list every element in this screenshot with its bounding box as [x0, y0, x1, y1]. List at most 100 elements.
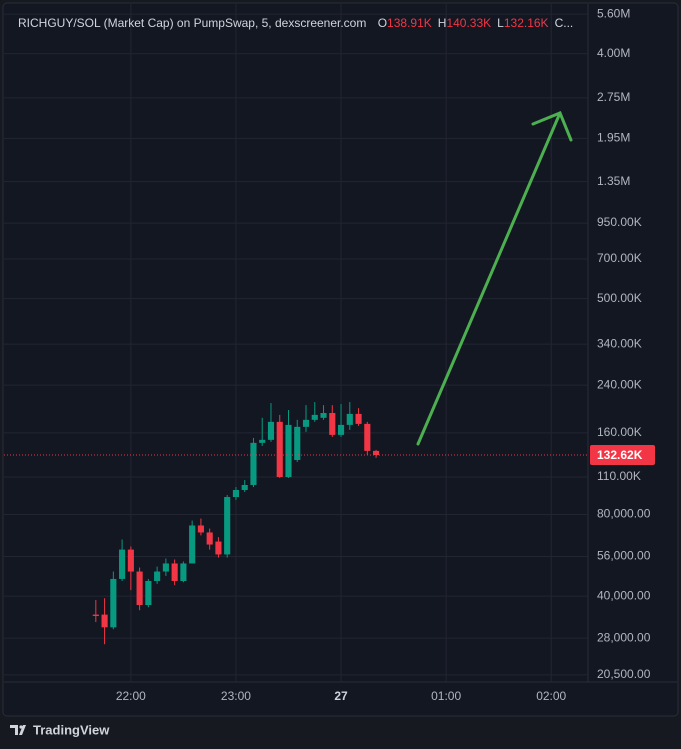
y-tick-label: 1.35M: [597, 174, 630, 188]
y-tick-label: 700.00K: [597, 251, 642, 265]
candle: [101, 598, 108, 645]
candle-body: [311, 414, 318, 420]
legend-key: C...: [555, 16, 574, 30]
candle-body: [136, 571, 143, 606]
chart-header: RICHGUY/SOL (Market Cap) on PumpSwap, 5,…: [18, 16, 573, 30]
candle: [337, 404, 345, 437]
candle-body: [206, 532, 213, 545]
candle: [302, 405, 310, 432]
candle-body: [224, 497, 231, 555]
candle-body: [329, 413, 336, 435]
y-tick-label: 2.75M: [597, 90, 630, 104]
candle-body: [320, 413, 327, 418]
y-tick-label: 1.95M: [597, 131, 630, 145]
arrow-drawing: [416, 111, 573, 446]
candle-body: [302, 419, 310, 427]
candle: [267, 403, 275, 442]
y-tick-label: 500.00K: [597, 291, 642, 305]
candle-body: [267, 421, 275, 440]
candle: [154, 566, 161, 584]
candle-body: [364, 423, 371, 451]
candle: [259, 417, 266, 446]
candle: [232, 487, 240, 500]
candle: [364, 421, 371, 455]
candle: [373, 449, 380, 458]
legend-value: 132.16K: [504, 16, 549, 30]
candle-body: [145, 580, 152, 606]
candle: [119, 539, 126, 581]
candle: [320, 405, 327, 420]
legend-key: O: [378, 16, 387, 30]
x-tick-label: 23:00: [221, 689, 251, 703]
y-tick-label: 160.00K: [597, 425, 642, 439]
candle: [311, 402, 318, 422]
y-tick-label: 950.00K: [597, 215, 642, 229]
legend-key: H: [438, 16, 447, 30]
candle-body: [119, 549, 126, 579]
candle: [197, 518, 204, 536]
last-price-label: 132.62K: [597, 448, 643, 462]
y-tick-label: 28,000.00: [597, 630, 651, 644]
y-tick-label: 80,000.00: [597, 507, 651, 521]
y-tick-label: 20,500.00: [597, 667, 651, 681]
candle-body: [285, 424, 292, 478]
candle: [180, 561, 187, 583]
candle: [250, 437, 257, 488]
y-tick-label: 340.00K: [597, 336, 642, 350]
candle-body: [241, 484, 248, 491]
y-tick-label: 110.00K: [597, 469, 641, 483]
candle-body: [373, 450, 380, 455]
candle-body: [92, 614, 99, 616]
candle: [145, 578, 152, 608]
candle-body: [259, 439, 266, 443]
candle: [224, 495, 231, 558]
x-tick-label: 01:00: [431, 689, 461, 703]
candle: [110, 571, 117, 630]
legend-value: 138.91K: [387, 16, 432, 30]
candle: [206, 528, 213, 550]
candle-body: [154, 571, 161, 581]
candle-body: [127, 549, 134, 572]
candle: [346, 402, 353, 430]
candle-body: [189, 525, 196, 564]
watermark: TradingView: [33, 722, 110, 737]
y-tick-label: 5.60M: [597, 6, 630, 20]
candle: [215, 537, 222, 558]
candle-body: [162, 563, 169, 572]
candle: [241, 480, 248, 493]
candle: [294, 419, 301, 462]
candle-body: [232, 490, 240, 498]
candle-body: [215, 541, 222, 555]
candle-body: [250, 442, 257, 485]
grid: [4, 4, 588, 682]
candle: [276, 414, 283, 478]
candle: [127, 546, 134, 591]
candle-body: [346, 413, 353, 425]
candle: [329, 405, 336, 437]
candle-body: [197, 525, 204, 533]
last-price-box: [590, 444, 655, 465]
candles: [92, 402, 380, 645]
y-tick-label: 56,000.00: [597, 549, 651, 563]
legend-key: L: [497, 16, 504, 30]
x-tick-label: 27: [334, 689, 348, 703]
candle-body: [171, 563, 178, 581]
tradingview-logo: TradingView: [10, 722, 110, 737]
candle: [285, 409, 292, 478]
y-tick-label: 240.00K: [597, 377, 642, 391]
candle-body: [294, 426, 301, 460]
x-tick-label: 22:00: [116, 689, 146, 703]
candle-body: [337, 424, 345, 435]
candle-body: [276, 421, 283, 478]
header-title: RICHGUY/SOL (Market Cap) on PumpSwap, 5,…: [18, 16, 366, 30]
candle: [92, 600, 99, 623]
candle-body: [355, 413, 362, 424]
candle: [171, 559, 178, 586]
candle-body: [101, 614, 108, 628]
y-tick-label: 4.00M: [597, 46, 630, 60]
y-tick-label: 40,000.00: [597, 588, 651, 602]
x-tick-label: 02:00: [536, 689, 566, 703]
candle-body: [110, 578, 117, 628]
candle-body: [180, 563, 187, 581]
